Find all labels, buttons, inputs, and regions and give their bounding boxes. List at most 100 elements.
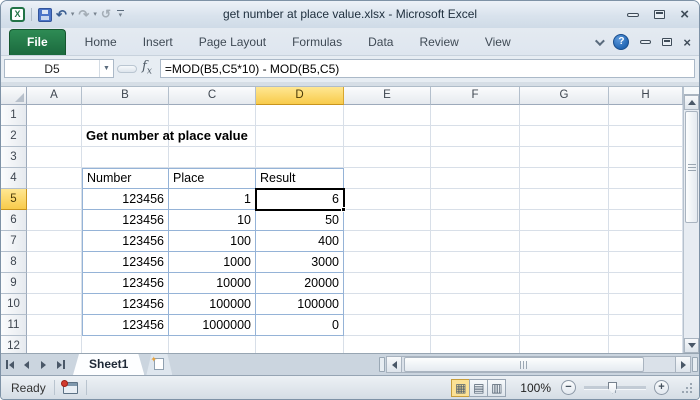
scrollbar-end-splitter[interactable]: [692, 357, 698, 372]
scroll-down-icon[interactable]: [684, 338, 699, 353]
zoom-in-icon[interactable]: +: [654, 380, 669, 395]
cell-G1[interactable]: [520, 105, 609, 126]
cell-E4[interactable]: [344, 168, 431, 189]
row-header-9[interactable]: 9: [1, 273, 27, 294]
cell-B5[interactable]: 123456: [82, 189, 169, 210]
cell-G8[interactable]: [520, 252, 609, 273]
zoom-out-icon[interactable]: −: [561, 380, 576, 395]
insert-function-icon[interactable]: fx: [140, 59, 157, 79]
cell-A11[interactable]: [27, 315, 82, 336]
workbook-close-icon[interactable]: ×: [683, 36, 691, 49]
cell-D2[interactable]: [256, 126, 344, 147]
undo-icon[interactable]: ↶: [56, 8, 67, 21]
cell-H5[interactable]: [609, 189, 683, 210]
cell-C10[interactable]: 100000: [169, 294, 256, 315]
cell-C3[interactable]: [169, 147, 256, 168]
cell-F9[interactable]: [431, 273, 520, 294]
cell-D9[interactable]: 20000: [256, 273, 344, 294]
cell-E10[interactable]: [344, 294, 431, 315]
cell-F6[interactable]: [431, 210, 520, 231]
cell-A10[interactable]: [27, 294, 82, 315]
cell-E2[interactable]: [344, 126, 431, 147]
cell-C12[interactable]: [169, 336, 256, 353]
minimize-icon[interactable]: [627, 13, 639, 17]
row-header-2[interactable]: 2: [1, 126, 27, 147]
cell-D10[interactable]: 100000: [256, 294, 344, 315]
cell-C8[interactable]: 1000: [169, 252, 256, 273]
cell-B7[interactable]: 123456: [82, 231, 169, 252]
cell-E5[interactable]: [344, 189, 431, 210]
first-sheet-icon[interactable]: [1, 354, 18, 375]
redo-icon[interactable]: ↷: [78, 8, 89, 21]
cell-F1[interactable]: [431, 105, 520, 126]
name-box-dropdown-icon[interactable]: ▼: [99, 60, 113, 77]
column-header-A[interactable]: A: [27, 87, 82, 105]
cell-C5[interactable]: 1: [169, 189, 256, 210]
cell-F4[interactable]: [431, 168, 520, 189]
cell-E1[interactable]: [344, 105, 431, 126]
cell-A9[interactable]: [27, 273, 82, 294]
cell-A12[interactable]: [27, 336, 82, 353]
cell-G5[interactable]: [520, 189, 609, 210]
cell-F8[interactable]: [431, 252, 520, 273]
cell-F10[interactable]: [431, 294, 520, 315]
sheet-tab-sheet1[interactable]: Sheet1: [73, 354, 144, 375]
next-sheet-icon[interactable]: [35, 354, 52, 375]
cell-F12[interactable]: [431, 336, 520, 353]
row-header-4[interactable]: 4: [1, 168, 27, 189]
cell-D1[interactable]: [256, 105, 344, 126]
cell-E7[interactable]: [344, 231, 431, 252]
help-icon[interactable]: ?: [613, 34, 629, 50]
cell-B8[interactable]: 123456: [82, 252, 169, 273]
last-sheet-icon[interactable]: [52, 354, 69, 375]
name-box[interactable]: D5 ▼: [4, 59, 114, 78]
cell-D12[interactable]: [256, 336, 344, 353]
cell-H11[interactable]: [609, 315, 683, 336]
cell-F5[interactable]: [431, 189, 520, 210]
cell-F2[interactable]: [431, 126, 520, 147]
ribbon-tab-file[interactable]: File: [9, 29, 66, 55]
cell-E6[interactable]: [344, 210, 431, 231]
cell-A4[interactable]: [27, 168, 82, 189]
ribbon-tab-page-layout[interactable]: Page Layout: [186, 30, 279, 55]
cell-B3[interactable]: [82, 147, 169, 168]
cell-B11[interactable]: 123456: [82, 315, 169, 336]
row-header-3[interactable]: 3: [1, 147, 27, 168]
cell-E8[interactable]: [344, 252, 431, 273]
cell-H1[interactable]: [609, 105, 683, 126]
excel-logo-icon[interactable]: X: [10, 7, 25, 22]
cell-F3[interactable]: [431, 147, 520, 168]
row-header-1[interactable]: 1: [1, 105, 27, 126]
cell-C1[interactable]: [169, 105, 256, 126]
cell-D6[interactable]: 50: [256, 210, 344, 231]
cell-A3[interactable]: [27, 147, 82, 168]
row-header-12[interactable]: 12: [1, 336, 27, 353]
cell-G3[interactable]: [520, 147, 609, 168]
column-header-G[interactable]: G: [520, 87, 609, 105]
ribbon-tab-review[interactable]: Review: [406, 30, 471, 55]
close-icon[interactable]: ×: [680, 8, 689, 21]
cell-G6[interactable]: [520, 210, 609, 231]
cell-C4[interactable]: Place: [169, 168, 256, 189]
scroll-right-icon[interactable]: [675, 356, 691, 373]
vertical-split-handle[interactable]: [684, 87, 699, 95]
workbook-minimize-icon[interactable]: [640, 40, 651, 44]
cell-C9[interactable]: 10000: [169, 273, 256, 294]
cell-H12[interactable]: [609, 336, 683, 353]
repeat-icon[interactable]: ↺: [101, 8, 111, 21]
column-header-D[interactable]: D: [256, 87, 344, 105]
vertical-scrollbar[interactable]: [683, 87, 699, 353]
column-header-F[interactable]: F: [431, 87, 520, 105]
undo-dropdown-icon[interactable]: ▾: [71, 11, 75, 18]
cell-E12[interactable]: [344, 336, 431, 353]
cell-B2[interactable]: Get number at place value: [82, 126, 169, 147]
insert-worksheet-icon[interactable]: ✦: [146, 354, 172, 375]
ribbon-tab-insert[interactable]: Insert: [130, 30, 186, 55]
cell-H3[interactable]: [609, 147, 683, 168]
cell-A1[interactable]: [27, 105, 82, 126]
formula-input[interactable]: =MOD(B5,C5*10) - MOD(B5,C5): [160, 59, 695, 78]
cell-F7[interactable]: [431, 231, 520, 252]
cell-H2[interactable]: [609, 126, 683, 147]
zoom-level[interactable]: 100%: [520, 381, 551, 395]
resize-grip[interactable]: [681, 382, 693, 394]
